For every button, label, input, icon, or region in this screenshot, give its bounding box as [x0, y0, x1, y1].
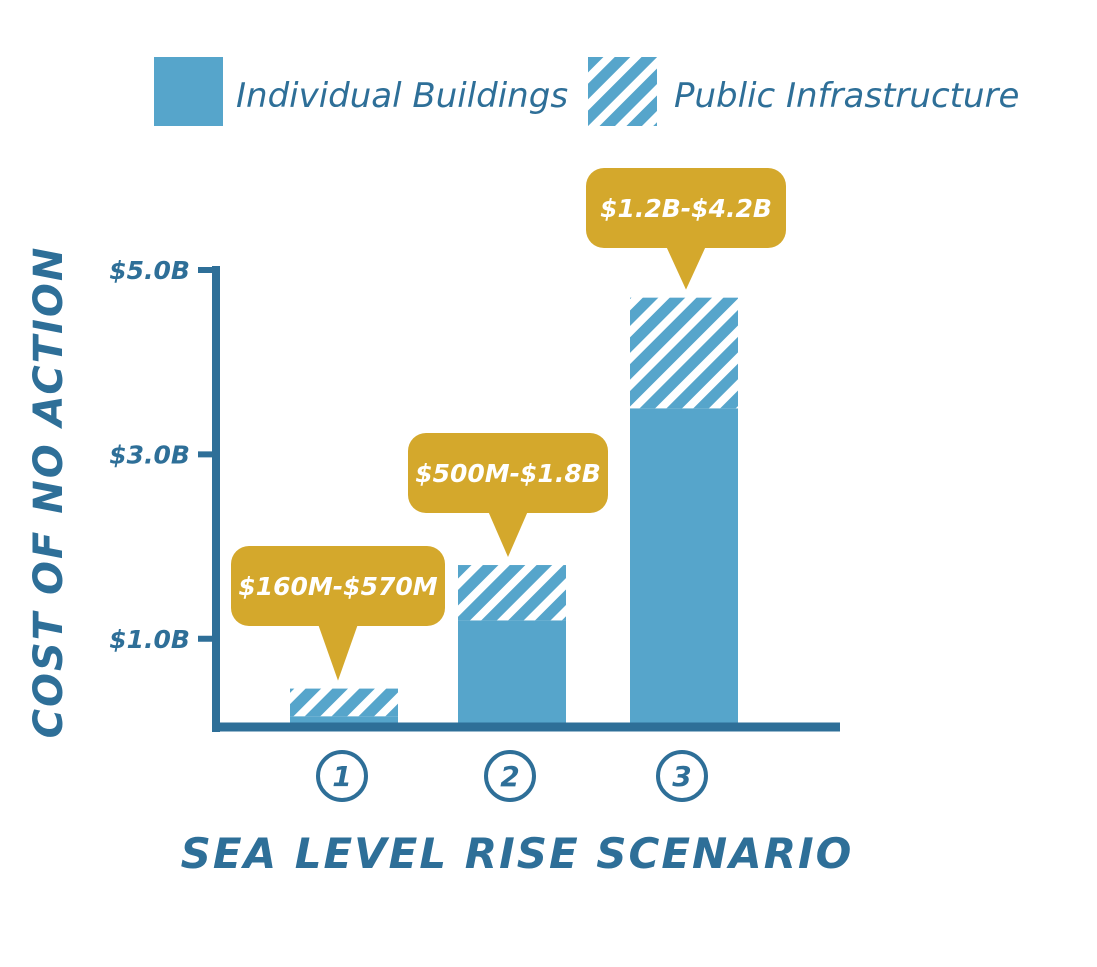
- legend: Individual Buildings Public Infrastructu…: [154, 57, 1019, 126]
- x-axis-title: SEA LEVEL RISE SCENARIO: [181, 829, 854, 878]
- y-axis-title: COST OF NO ACTION: [26, 246, 72, 739]
- callout-pointer: [318, 624, 358, 681]
- bar-individual-buildings-scenario-3: [630, 408, 738, 731]
- callout-pointer: [666, 246, 706, 290]
- callouts: $160M-$570M $500M-$1.8B $1.2B-$4.2B: [231, 168, 786, 681]
- y-tick-label: $5.0B: [109, 256, 190, 285]
- legend-label-individual-buildings: Individual Buildings: [236, 76, 568, 116]
- y-tick-label: $3.0B: [109, 440, 190, 469]
- callout-box: [586, 168, 786, 248]
- callout-box: [408, 433, 608, 513]
- bar-individual-buildings-scenario-2: [458, 620, 566, 731]
- axes: [212, 266, 840, 732]
- y-ticks: $1.0B $3.0B $5.0B: [109, 256, 216, 654]
- category-circle: [316, 750, 368, 802]
- callout-box: [231, 546, 445, 626]
- legend-swatch-solid: [154, 57, 223, 126]
- y-tick-label: $1.0B: [109, 625, 190, 654]
- bar-public-infrastructure-scenario-1: [290, 688, 398, 717]
- legend-label-public-infrastructure: Public Infrastructure: [674, 76, 1019, 116]
- callout-pointer: [488, 511, 528, 558]
- category-circle: [484, 750, 536, 802]
- category-1: 1: [316, 750, 368, 802]
- legend-item-public-infrastructure: Public Infrastructure: [588, 57, 1019, 126]
- category-label: 1: [332, 760, 351, 793]
- callout-label: $500M-$1.8B: [415, 459, 601, 488]
- legend-item-individual-buildings: Individual Buildings: [154, 57, 568, 126]
- category-circle: [656, 750, 708, 802]
- category-labels: 1 2 3: [316, 750, 708, 802]
- category-label: 2: [500, 760, 519, 793]
- bar-public-infrastructure-scenario-2: [458, 565, 566, 621]
- callout-scenario-3: $1.2B-$4.2B: [586, 168, 786, 290]
- category-3: 3: [656, 750, 708, 802]
- category-label: 3: [672, 760, 691, 793]
- bar-public-infrastructure-scenario-3: [630, 297, 738, 409]
- callout-label: $1.2B-$4.2B: [600, 194, 772, 223]
- legend-swatch-hatched: [588, 57, 657, 126]
- callout-scenario-1: $160M-$570M: [231, 546, 445, 681]
- callout-label: $160M-$570M: [238, 572, 437, 601]
- category-2: 2: [484, 750, 536, 802]
- callout-scenario-2: $500M-$1.8B: [408, 433, 608, 558]
- bars: [290, 297, 738, 731]
